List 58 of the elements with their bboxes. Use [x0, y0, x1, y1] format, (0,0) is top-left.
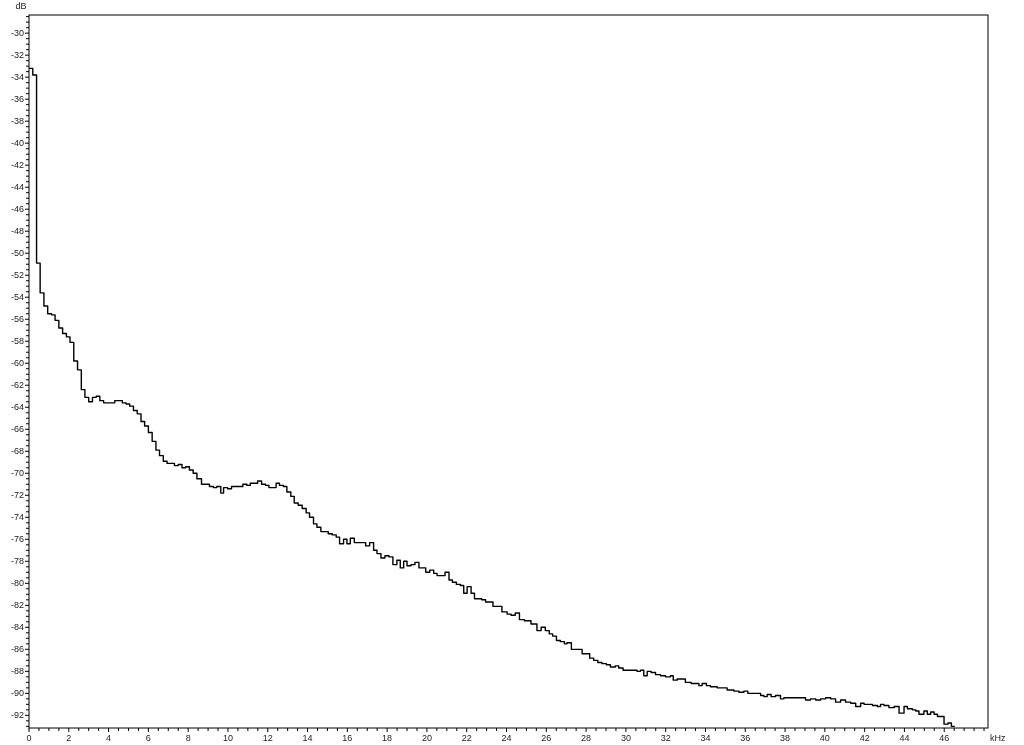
y-tick-label: -70 [10, 468, 24, 479]
x-tick-label: 30 [620, 733, 631, 743]
y-tick-label: -84 [10, 622, 24, 633]
y-tick-label: -46 [10, 204, 24, 215]
y-tick-label: -38 [10, 116, 24, 127]
y-tick-label: -78 [10, 556, 24, 567]
y-tick-label: -90 [10, 688, 24, 699]
x-tick-label: 36 [740, 733, 751, 743]
x-tick-label: 4 [106, 733, 112, 743]
y-tick-label: -52 [10, 270, 24, 281]
x-tick-label: 28 [581, 733, 592, 743]
y-tick-label: -34 [10, 72, 24, 83]
y-tick-label: -40 [10, 138, 24, 149]
x-tick-label: 0 [26, 733, 32, 743]
x-tick-label: 24 [501, 733, 512, 743]
y-tick-label: -62 [10, 380, 24, 391]
x-tick-label: 40 [819, 733, 830, 743]
x-tick-label: 20 [421, 733, 432, 743]
y-tick-label: -66 [10, 424, 24, 435]
x-tick-label: 26 [541, 733, 552, 743]
y-tick-label: -60 [10, 358, 24, 369]
x-tick-label: 18 [382, 733, 393, 743]
x-tick-label: 10 [222, 733, 233, 743]
y-tick-label: -32 [10, 50, 24, 61]
y-tick-label: -58 [10, 336, 24, 347]
x-tick-label: 12 [262, 733, 273, 743]
x-tick-label: 38 [780, 733, 791, 743]
y-tick-label: -80 [10, 578, 24, 589]
x-tick-label: 32 [660, 733, 671, 743]
x-tick-label: 44 [899, 733, 910, 743]
x-tick-label: 14 [302, 733, 313, 743]
y-tick-label: -82 [10, 600, 24, 611]
y-tick-label: -42 [10, 160, 24, 171]
x-tick-label: 6 [145, 733, 151, 743]
y-tick-label: -30 [10, 28, 24, 39]
y-tick-label: -36 [10, 94, 24, 105]
x-axis-title: kHz [990, 733, 1006, 743]
y-tick-label: -54 [10, 292, 24, 303]
y-tick-label: -48 [10, 226, 24, 237]
x-tick-label: 46 [939, 733, 950, 743]
y-tick-label: -88 [10, 666, 24, 677]
x-tick-label: 34 [700, 733, 711, 743]
x-tick-label: 42 [859, 733, 870, 743]
y-tick-label: -64 [10, 402, 24, 413]
y-tick-label: -68 [10, 446, 24, 457]
x-tick-label: 2 [66, 733, 72, 743]
y-tick-label: -74 [10, 512, 24, 523]
x-tick-label: 22 [461, 733, 472, 743]
x-tick-label: 8 [185, 733, 191, 743]
y-tick-label: -76 [10, 534, 24, 545]
x-tick-label: 16 [342, 733, 353, 743]
y-tick-label: -50 [10, 248, 24, 259]
y-tick-label: -86 [10, 644, 24, 655]
y-tick-label: -56 [10, 314, 24, 325]
y-tick-label: -44 [10, 182, 24, 193]
y-tick-label: -92 [10, 710, 24, 721]
y-tick-label: -72 [10, 490, 24, 501]
y-axis-title: dB [15, 1, 27, 12]
